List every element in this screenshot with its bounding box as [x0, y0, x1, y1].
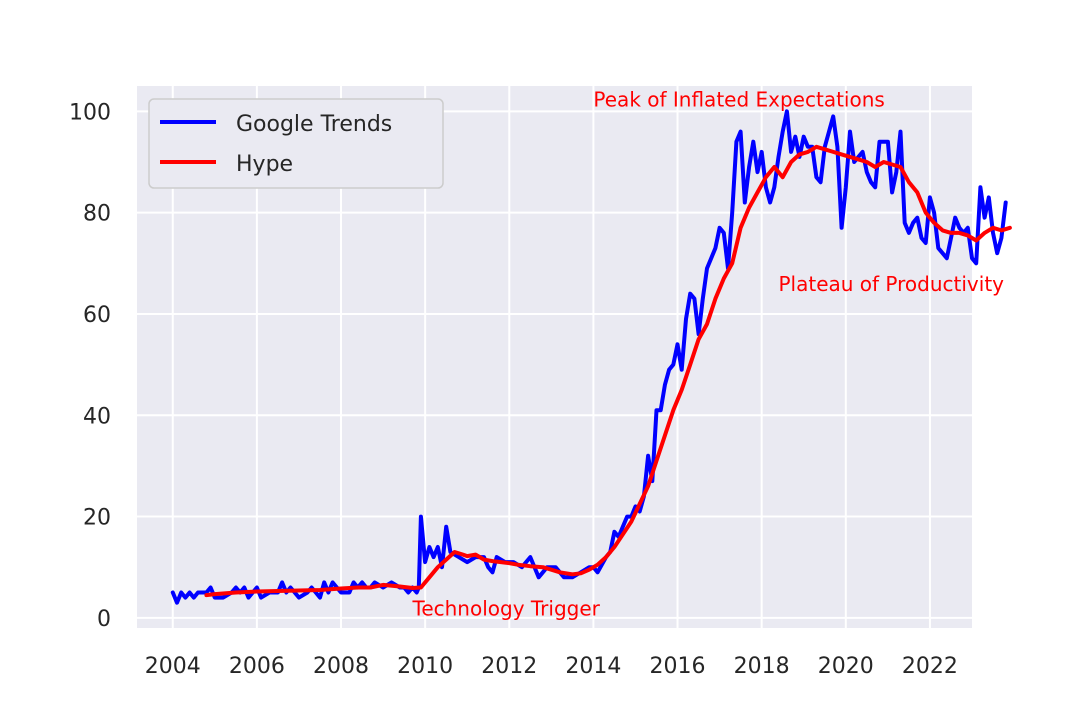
x-tick-label: 2018	[734, 654, 790, 679]
y-tick-label: 40	[83, 404, 111, 429]
x-tick-label: 2016	[650, 654, 706, 679]
y-tick-label: 100	[69, 100, 111, 125]
y-tick-label: 0	[97, 607, 111, 632]
y-tick-label: 60	[83, 303, 111, 328]
x-tick-label: 2008	[313, 654, 369, 679]
legend-label-google-trends: Google Trends	[236, 112, 392, 137]
legend-label-hype: Hype	[236, 152, 293, 177]
annotation-label: Plateau of Productivity	[778, 272, 1004, 296]
annotations: Technology Trigger Peak of Inflated Expec…	[412, 87, 1005, 620]
series-line-hype	[204, 144, 1012, 598]
y-tick-label: 80	[83, 202, 111, 227]
annotation-label: Technology Trigger	[412, 596, 601, 620]
x-tick-label: 2012	[481, 654, 537, 679]
series-line-google-trends	[170, 109, 1008, 605]
x-tick-label: 2006	[229, 654, 285, 679]
x-tick-label: 2010	[397, 654, 453, 679]
tick-labels: 2004 2006 2008 2010 2012 2014 2016 2018 2020 2022…	[69, 100, 958, 679]
x-tick-label: 2022	[902, 654, 958, 679]
series-lines	[170, 109, 1012, 605]
legend: Google Trends Hype	[148, 98, 444, 189]
x-tick-label: 2004	[145, 654, 201, 679]
y-tick-label: 20	[83, 506, 111, 531]
x-tick-label: 2014	[565, 654, 621, 679]
x-tick-label: 2020	[818, 654, 874, 679]
annotation-label: Peak of Inflated Expectations	[593, 87, 884, 111]
legend-box	[148, 98, 444, 189]
